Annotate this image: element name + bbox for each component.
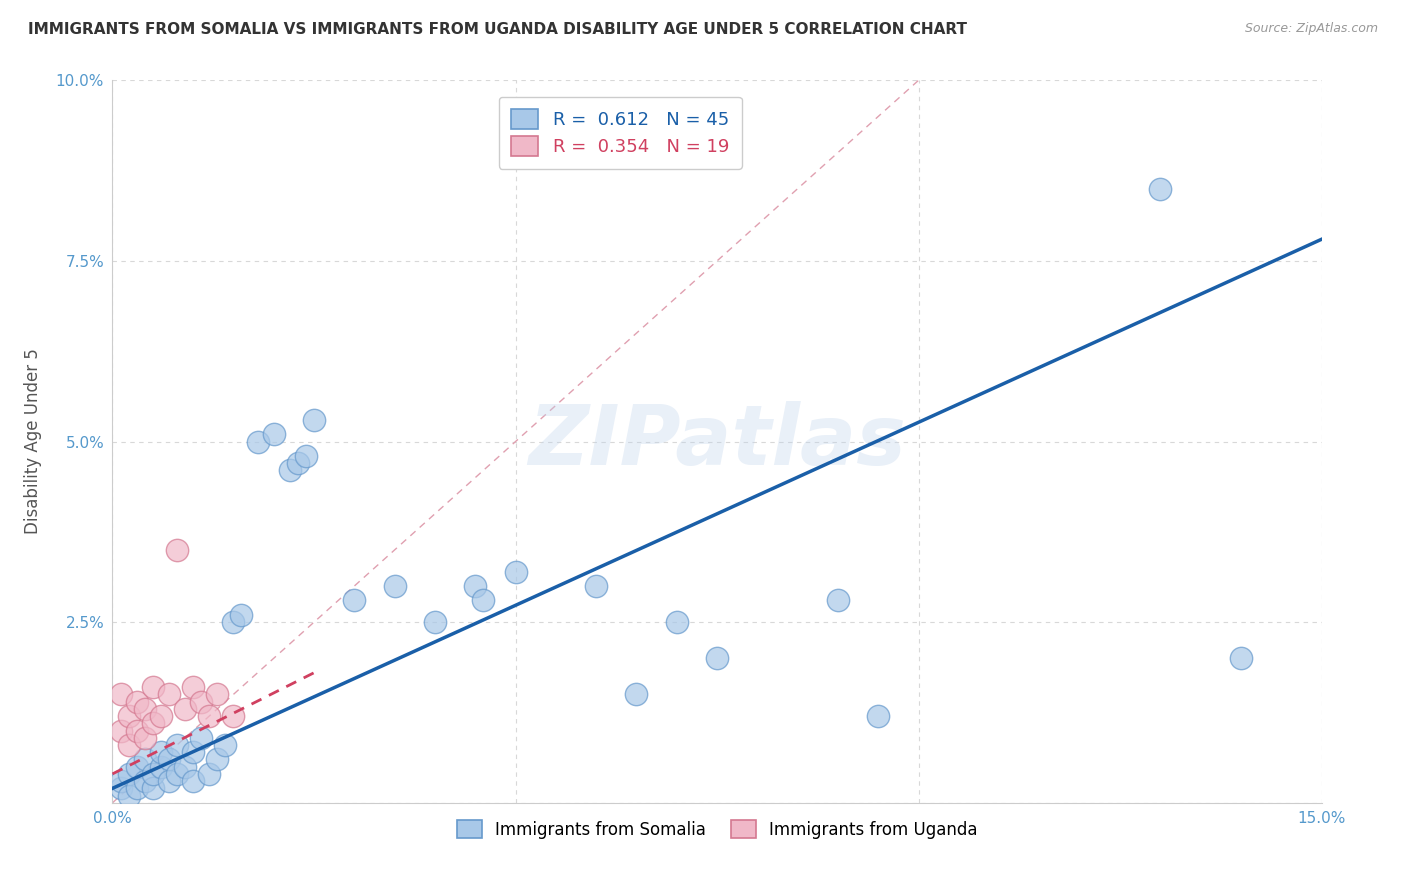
Point <box>231 607 253 622</box>
Point <box>246 434 269 449</box>
Point <box>125 695 148 709</box>
Point <box>207 687 229 701</box>
Point <box>222 615 245 630</box>
Point <box>198 767 221 781</box>
Point <box>149 745 172 759</box>
Point <box>181 745 204 759</box>
Point <box>117 767 139 781</box>
Point <box>1230 651 1253 665</box>
Point <box>1149 182 1171 196</box>
Point <box>157 752 180 766</box>
Point <box>343 593 366 607</box>
Text: ZIPatlas: ZIPatlas <box>529 401 905 482</box>
Point <box>868 709 890 723</box>
Point <box>464 579 486 593</box>
Point <box>142 716 165 731</box>
Point <box>423 615 446 630</box>
Point <box>166 542 188 557</box>
Point <box>827 593 849 607</box>
Point <box>174 760 197 774</box>
Point <box>117 709 139 723</box>
Point <box>278 463 301 477</box>
Point <box>142 781 165 796</box>
Point <box>157 687 180 701</box>
Legend: Immigrants from Somalia, Immigrants from Uganda: Immigrants from Somalia, Immigrants from… <box>447 810 987 848</box>
Point <box>190 695 212 709</box>
Point <box>181 680 204 694</box>
Point <box>110 687 132 701</box>
Point <box>142 680 165 694</box>
Point <box>117 738 139 752</box>
Point <box>302 413 325 427</box>
Point <box>117 789 139 803</box>
Point <box>222 709 245 723</box>
Point <box>665 615 688 630</box>
Point <box>214 738 236 752</box>
Point <box>149 760 172 774</box>
Point <box>110 774 132 789</box>
Y-axis label: Disability Age Under 5: Disability Age Under 5 <box>24 349 42 534</box>
Point <box>125 781 148 796</box>
Point <box>134 731 156 745</box>
Point <box>134 752 156 766</box>
Point <box>287 456 309 470</box>
Text: IMMIGRANTS FROM SOMALIA VS IMMIGRANTS FROM UGANDA DISABILITY AGE UNDER 5 CORRELA: IMMIGRANTS FROM SOMALIA VS IMMIGRANTS FR… <box>28 22 967 37</box>
Point <box>198 709 221 723</box>
Point <box>166 738 188 752</box>
Point <box>505 565 527 579</box>
Point <box>110 723 132 738</box>
Point <box>585 579 607 593</box>
Point <box>174 702 197 716</box>
Point <box>125 760 148 774</box>
Point <box>157 774 180 789</box>
Point <box>166 767 188 781</box>
Point <box>295 449 318 463</box>
Point <box>263 427 285 442</box>
Point <box>125 723 148 738</box>
Point <box>472 593 495 607</box>
Point <box>706 651 728 665</box>
Point <box>181 774 204 789</box>
Point <box>207 752 229 766</box>
Point <box>149 709 172 723</box>
Point <box>134 702 156 716</box>
Point <box>134 774 156 789</box>
Point <box>142 767 165 781</box>
Point <box>384 579 406 593</box>
Point <box>626 687 648 701</box>
Point <box>190 731 212 745</box>
Text: Source: ZipAtlas.com: Source: ZipAtlas.com <box>1244 22 1378 36</box>
Point <box>110 781 132 796</box>
